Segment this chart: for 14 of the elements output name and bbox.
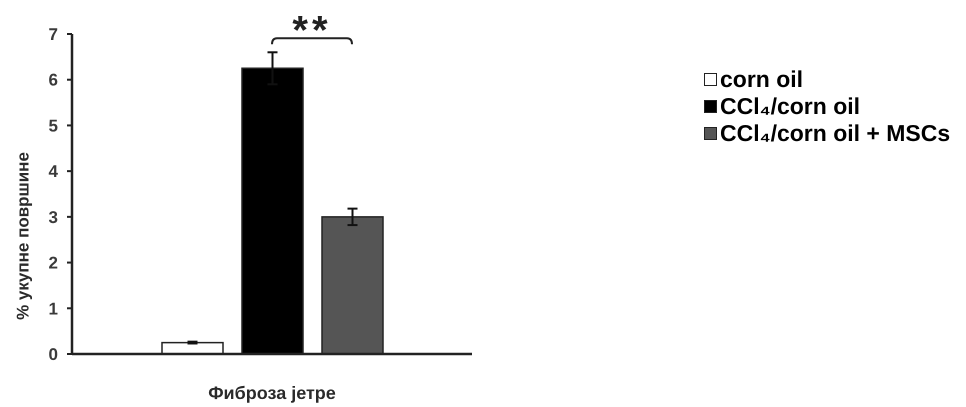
y-tick-label: 0 xyxy=(48,345,58,364)
legend-label: CCl₄/corn oil xyxy=(720,93,860,120)
y-tick-label: 2 xyxy=(48,254,58,273)
x-tick-label: Фиброза јетре xyxy=(208,382,336,403)
annotation: ** xyxy=(292,8,332,52)
y-axis-title: % укупне површине xyxy=(14,152,32,320)
legend-label: corn oil xyxy=(720,66,804,93)
y-tick-label: 6 xyxy=(48,70,58,90)
y-tick-label: 3 xyxy=(48,208,58,227)
legend-label: CCl₄/corn oil + MSCs xyxy=(720,120,950,147)
y-tick-label: 4 xyxy=(48,162,59,182)
y-tick-label: 7 xyxy=(48,25,58,44)
y-tick-label: 5 xyxy=(48,116,58,136)
y-tick-label: 1 xyxy=(48,299,58,318)
